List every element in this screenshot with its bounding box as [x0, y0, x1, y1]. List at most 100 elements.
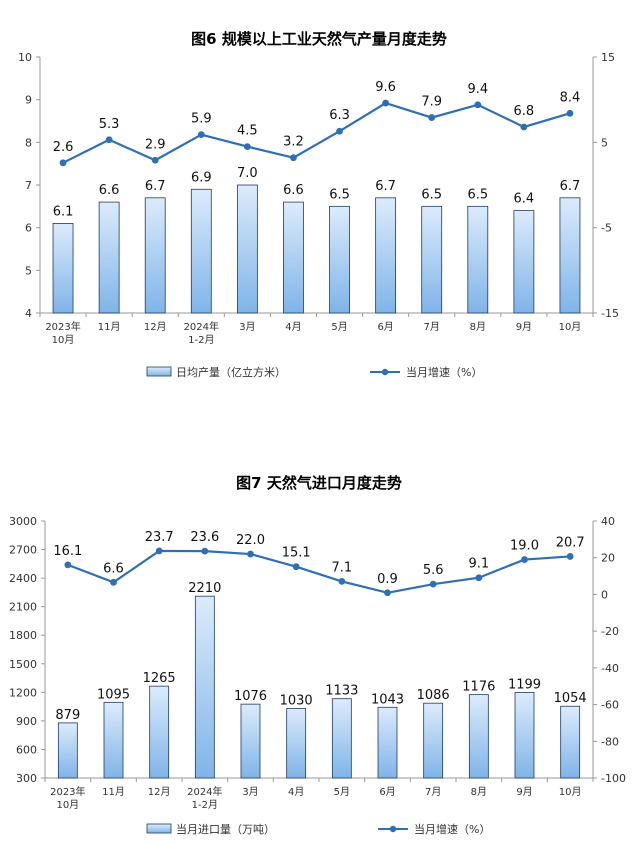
y-tick-label-right: -40: [601, 662, 619, 675]
growth-value-label: 7.9: [421, 95, 442, 110]
bar-value-label: 1176: [462, 680, 495, 695]
bar: [423, 702, 444, 779]
x-tick-label: 7月: [425, 786, 441, 798]
x-tick-label: 5月: [334, 786, 350, 798]
bar-value-label: 6.9: [191, 170, 212, 185]
x-tick-label: 8月: [471, 786, 487, 798]
x-tick-label: 12月: [148, 786, 171, 798]
growth-value-label: 8.4: [560, 90, 581, 105]
bar-value-label: 1043: [371, 692, 404, 707]
y-tick-label-left: 3000: [9, 515, 37, 528]
y-tick-label-right: -60: [601, 699, 619, 712]
growth-value-label: 3.2: [283, 135, 304, 150]
y-tick-label-right: -80: [601, 735, 619, 748]
growth-point: [428, 114, 436, 121]
y-tick-label-right: 40: [601, 515, 615, 528]
y-tick-label-left: 7: [25, 179, 32, 192]
y-tick-label-left: 1200: [9, 686, 37, 699]
y-tick-label-left: 900: [16, 715, 37, 728]
legend-bar-swatch: [146, 823, 172, 834]
bar: [513, 210, 535, 314]
x-tick-label: 5月: [331, 321, 347, 333]
legend-bar-label: 当月进口量（万吨）: [176, 822, 275, 836]
x-tick-label: 4月: [288, 786, 304, 798]
growth-value-label: 20.7: [556, 535, 585, 550]
growth-point: [105, 136, 113, 144]
bar: [98, 201, 120, 314]
bar-value-label: 6.7: [145, 179, 166, 194]
bar: [144, 197, 166, 314]
production-chart: 图6 规模以上工业天然气产量月度走势 4 5 6 7 8 9 10 -15 -5 5 15 2023年…: [18, 30, 619, 379]
growth-point: [382, 99, 390, 107]
growth-value-label: 23.6: [190, 530, 219, 545]
bar: [194, 595, 215, 779]
bar-value-label: 879: [55, 708, 80, 723]
x-tick-label: 6月: [377, 321, 393, 333]
plot-area: 300 600 900 1200 1500 1800 2100 2400 2700 3000 -10…: [9, 515, 626, 811]
bar: [286, 708, 307, 779]
growth-point: [290, 154, 297, 162]
bar-value-label: 6.5: [467, 187, 488, 202]
growth-point: [338, 577, 346, 585]
x-tick-label: 3月: [239, 321, 255, 333]
bar-value-label: 6.7: [375, 179, 396, 194]
growth-point: [475, 574, 483, 582]
bar: [52, 222, 74, 314]
growth-value-label: 7.1: [331, 560, 352, 575]
x-tick-label: 1-2月: [192, 799, 218, 811]
growth-value-label: 5.6: [423, 563, 444, 578]
bar-value-label: 6.7: [560, 179, 581, 194]
x-tick-label: 2024年: [187, 785, 222, 798]
growth-value-label: 5.9: [191, 112, 212, 127]
x-tick-label: 10月: [52, 334, 75, 346]
chart-title: 图6 规模以上工业天然气产量月度走势: [191, 30, 447, 48]
growth-point: [110, 578, 117, 586]
growth-value-label: 5.3: [99, 117, 120, 132]
growth-value-label: 2.9: [145, 137, 166, 152]
y-tick-label-right: -20: [601, 625, 619, 638]
growth-value-label: 2.6: [53, 140, 74, 155]
x-tick-label: 10月: [56, 799, 79, 811]
bar: [560, 705, 581, 779]
bar: [377, 706, 398, 779]
x-tick-label: 2023年: [50, 785, 85, 798]
growth-value-label: 23.7: [145, 530, 174, 545]
growth-value-label: 4.5: [237, 124, 258, 139]
growth-point: [151, 156, 159, 164]
bar-value-label: 1076: [234, 689, 267, 704]
x-tick-label: 12月: [144, 321, 167, 333]
bar-value-label: 2210: [188, 581, 221, 596]
y-tick-label-right: -5: [601, 222, 612, 235]
y-tick-label-right: 0: [601, 588, 608, 601]
bar: [149, 685, 170, 779]
x-tick-label: 2023年: [45, 320, 80, 333]
x-tick-label: 8月: [470, 321, 486, 333]
y-tick-label-right: -15: [601, 307, 619, 320]
bar: [190, 188, 212, 314]
y-tick-label-left: 6: [25, 222, 32, 235]
growth-point: [247, 550, 254, 558]
growth-point: [520, 123, 528, 131]
growth-value-label: 0.9: [377, 572, 398, 587]
y-tick-label-left: 10: [18, 51, 32, 64]
bar-value-label: 6.1: [53, 204, 74, 219]
bar: [559, 197, 581, 314]
growth-value-label: 6.8: [514, 104, 535, 119]
x-tick-label: 10月: [559, 786, 582, 798]
growth-point: [384, 589, 391, 597]
legend-line-marker: [381, 368, 389, 376]
y-tick-label-left: 1500: [9, 658, 37, 671]
y-tick-label-left: 300: [16, 772, 37, 785]
growth-point: [59, 159, 67, 167]
import-chart: 图7 天然气进口月度走势 300 600 900 1200 1500 1800 2100 24…: [9, 474, 626, 836]
bar-value-label: 1133: [325, 684, 358, 699]
x-tick-label: 9月: [516, 321, 532, 333]
bar: [375, 197, 397, 314]
y-tick-label-right: 20: [601, 552, 615, 565]
bar-value-label: 7.0: [237, 166, 258, 181]
growth-point: [197, 131, 205, 139]
bar-value-label: 1086: [417, 688, 450, 703]
bar: [331, 698, 352, 779]
y-tick-label-left: 2100: [9, 601, 37, 614]
